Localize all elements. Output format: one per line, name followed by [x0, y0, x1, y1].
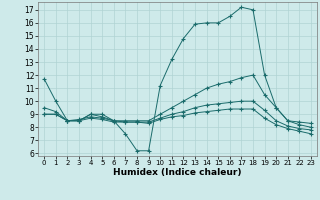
X-axis label: Humidex (Indice chaleur): Humidex (Indice chaleur)	[113, 168, 242, 177]
